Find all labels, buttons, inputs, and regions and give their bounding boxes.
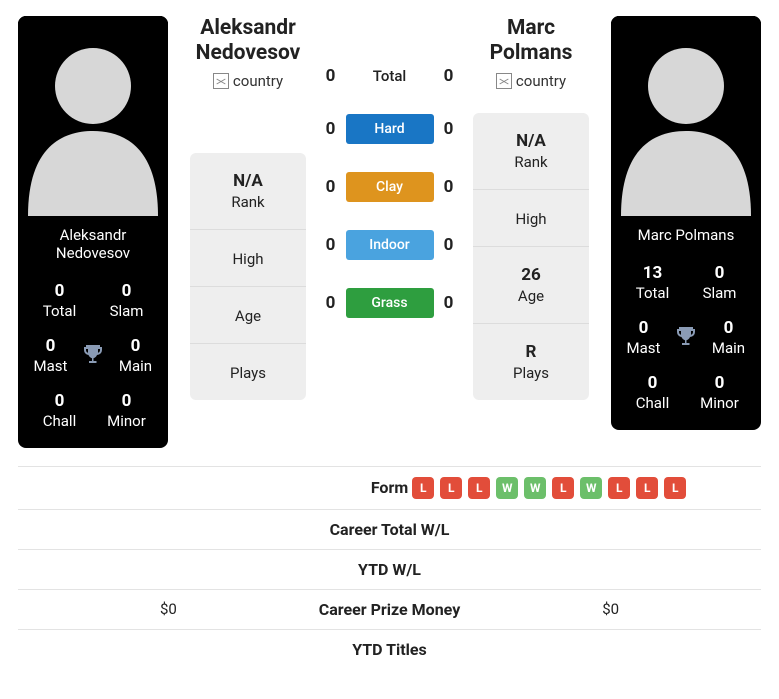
left-player-photo bbox=[18, 16, 168, 216]
form-badge: L bbox=[412, 477, 434, 499]
right-slam: 0 Slam bbox=[686, 264, 753, 301]
right-rank-card: N/A Rank High 26 Age R Plays bbox=[473, 113, 589, 400]
surface-grass-right: 0 bbox=[434, 293, 464, 313]
right-player-card[interactable]: Marc Polmans 13 Total 0 Slam 0 Mast bbox=[611, 16, 761, 430]
left-name-block: Aleksandr Nedovesov country bbox=[190, 16, 306, 93]
career-wl-row: Career Total W/L bbox=[18, 510, 761, 550]
right-minor: 0 Minor bbox=[686, 374, 753, 411]
left-age-row: Age bbox=[190, 287, 306, 344]
right-plays-row: R Plays bbox=[473, 324, 589, 400]
left-minor: 0 Minor bbox=[93, 392, 160, 429]
left-side: Aleksandr Nedovesov 0 Total 0 Slam 0 Mas… bbox=[18, 16, 306, 448]
surface-indoor-right: 0 bbox=[434, 235, 464, 255]
surface-clay-label: Clay bbox=[346, 172, 434, 202]
left-title-stats: 0 Total 0 Slam 0 Mast bbox=[18, 272, 168, 448]
surface-indoor-label: Indoor bbox=[346, 230, 434, 260]
surface-grass-left: 0 bbox=[316, 293, 346, 313]
surface-grass-label: Grass bbox=[346, 288, 434, 318]
surface-total-right: 0 bbox=[434, 66, 464, 86]
right-name-and-rank: Marc Polmans country N/A Rank High 26 Ag… bbox=[473, 16, 589, 400]
surface-clay-left: 0 bbox=[316, 177, 346, 197]
left-chall: 0 Chall bbox=[26, 392, 93, 429]
form-badge: W bbox=[496, 477, 518, 499]
right-mast: 0 Mast bbox=[619, 319, 668, 356]
left-flag: country bbox=[213, 72, 283, 90]
right-player-photo bbox=[611, 16, 761, 216]
form-badge: L bbox=[608, 477, 630, 499]
right-chall: 0 Chall bbox=[619, 374, 686, 411]
left-rank-row: N/A Rank bbox=[190, 153, 306, 230]
left-slam: 0 Slam bbox=[93, 282, 160, 319]
right-flag: country bbox=[496, 72, 566, 90]
surface-total-label: Total bbox=[346, 67, 434, 85]
left-mast: 0 Mast bbox=[26, 337, 75, 374]
left-rank-card: N/A Rank High Age Plays bbox=[190, 153, 306, 400]
right-high-row: High bbox=[473, 190, 589, 247]
left-plays-row: Plays bbox=[190, 344, 306, 400]
right-player-name: Marc Polmans bbox=[611, 216, 761, 254]
ytd-titles-row: YTD Titles bbox=[18, 630, 761, 669]
trophy-icon bbox=[674, 324, 698, 352]
comparison-stats: Form LLLWWLWLLL Career Total W/L YTD W/L… bbox=[0, 466, 779, 677]
surface-hard-label: Hard bbox=[346, 114, 434, 144]
left-player-name: Aleksandr Nedovesov bbox=[18, 216, 168, 272]
right-title-stats: 13 Total 0 Slam 0 Mast bbox=[611, 254, 761, 430]
left-total: 0 Total bbox=[26, 282, 93, 319]
left-high-row: High bbox=[190, 230, 306, 287]
form-badge: L bbox=[552, 477, 574, 499]
right-side: Marc Polmans 13 Total 0 Slam 0 Mast bbox=[473, 16, 761, 430]
broken-image-icon bbox=[213, 73, 229, 89]
trophy-icon bbox=[81, 342, 105, 370]
left-name-and-rank: Aleksandr Nedovesov country N/A Rank Hig… bbox=[190, 16, 306, 400]
right-total: 13 Total bbox=[619, 264, 686, 301]
left-main: 0 Main bbox=[111, 337, 160, 374]
ytd-wl-row: YTD W/L bbox=[18, 550, 761, 590]
form-badge: W bbox=[524, 477, 546, 499]
broken-image-icon bbox=[496, 73, 512, 89]
surface-hard-right: 0 bbox=[434, 119, 464, 139]
right-rank-row: N/A Rank bbox=[473, 113, 589, 190]
surface-hard-left: 0 bbox=[316, 119, 346, 139]
form-row: Form LLLWWLWLLL bbox=[18, 466, 761, 510]
right-name-block: Marc Polmans country bbox=[473, 16, 589, 93]
surface-table: 0Total00Hard00Clay00Indoor00Grass0 bbox=[316, 66, 464, 318]
form-badge: L bbox=[636, 477, 658, 499]
form-badge: L bbox=[468, 477, 490, 499]
surface-h2h: 0Total00Hard00Clay00Indoor00Grass0 bbox=[310, 64, 470, 318]
right-form: LLLWWLWLLL bbox=[408, 477, 761, 499]
form-badge: L bbox=[664, 477, 686, 499]
surface-indoor-left: 0 bbox=[316, 235, 346, 255]
form-badge: W bbox=[580, 477, 602, 499]
left-player-card[interactable]: Aleksandr Nedovesov 0 Total 0 Slam 0 Mas… bbox=[18, 16, 168, 448]
form-badge: L bbox=[440, 477, 462, 499]
surface-clay-right: 0 bbox=[434, 177, 464, 197]
comparison-header: Aleksandr Nedovesov 0 Total 0 Slam 0 Mas… bbox=[0, 0, 779, 466]
surface-total-left: 0 bbox=[316, 66, 346, 86]
career-prize-row: $0 Career Prize Money $0 bbox=[18, 590, 761, 630]
right-main: 0 Main bbox=[704, 319, 753, 356]
right-age-row: 26 Age bbox=[473, 247, 589, 324]
